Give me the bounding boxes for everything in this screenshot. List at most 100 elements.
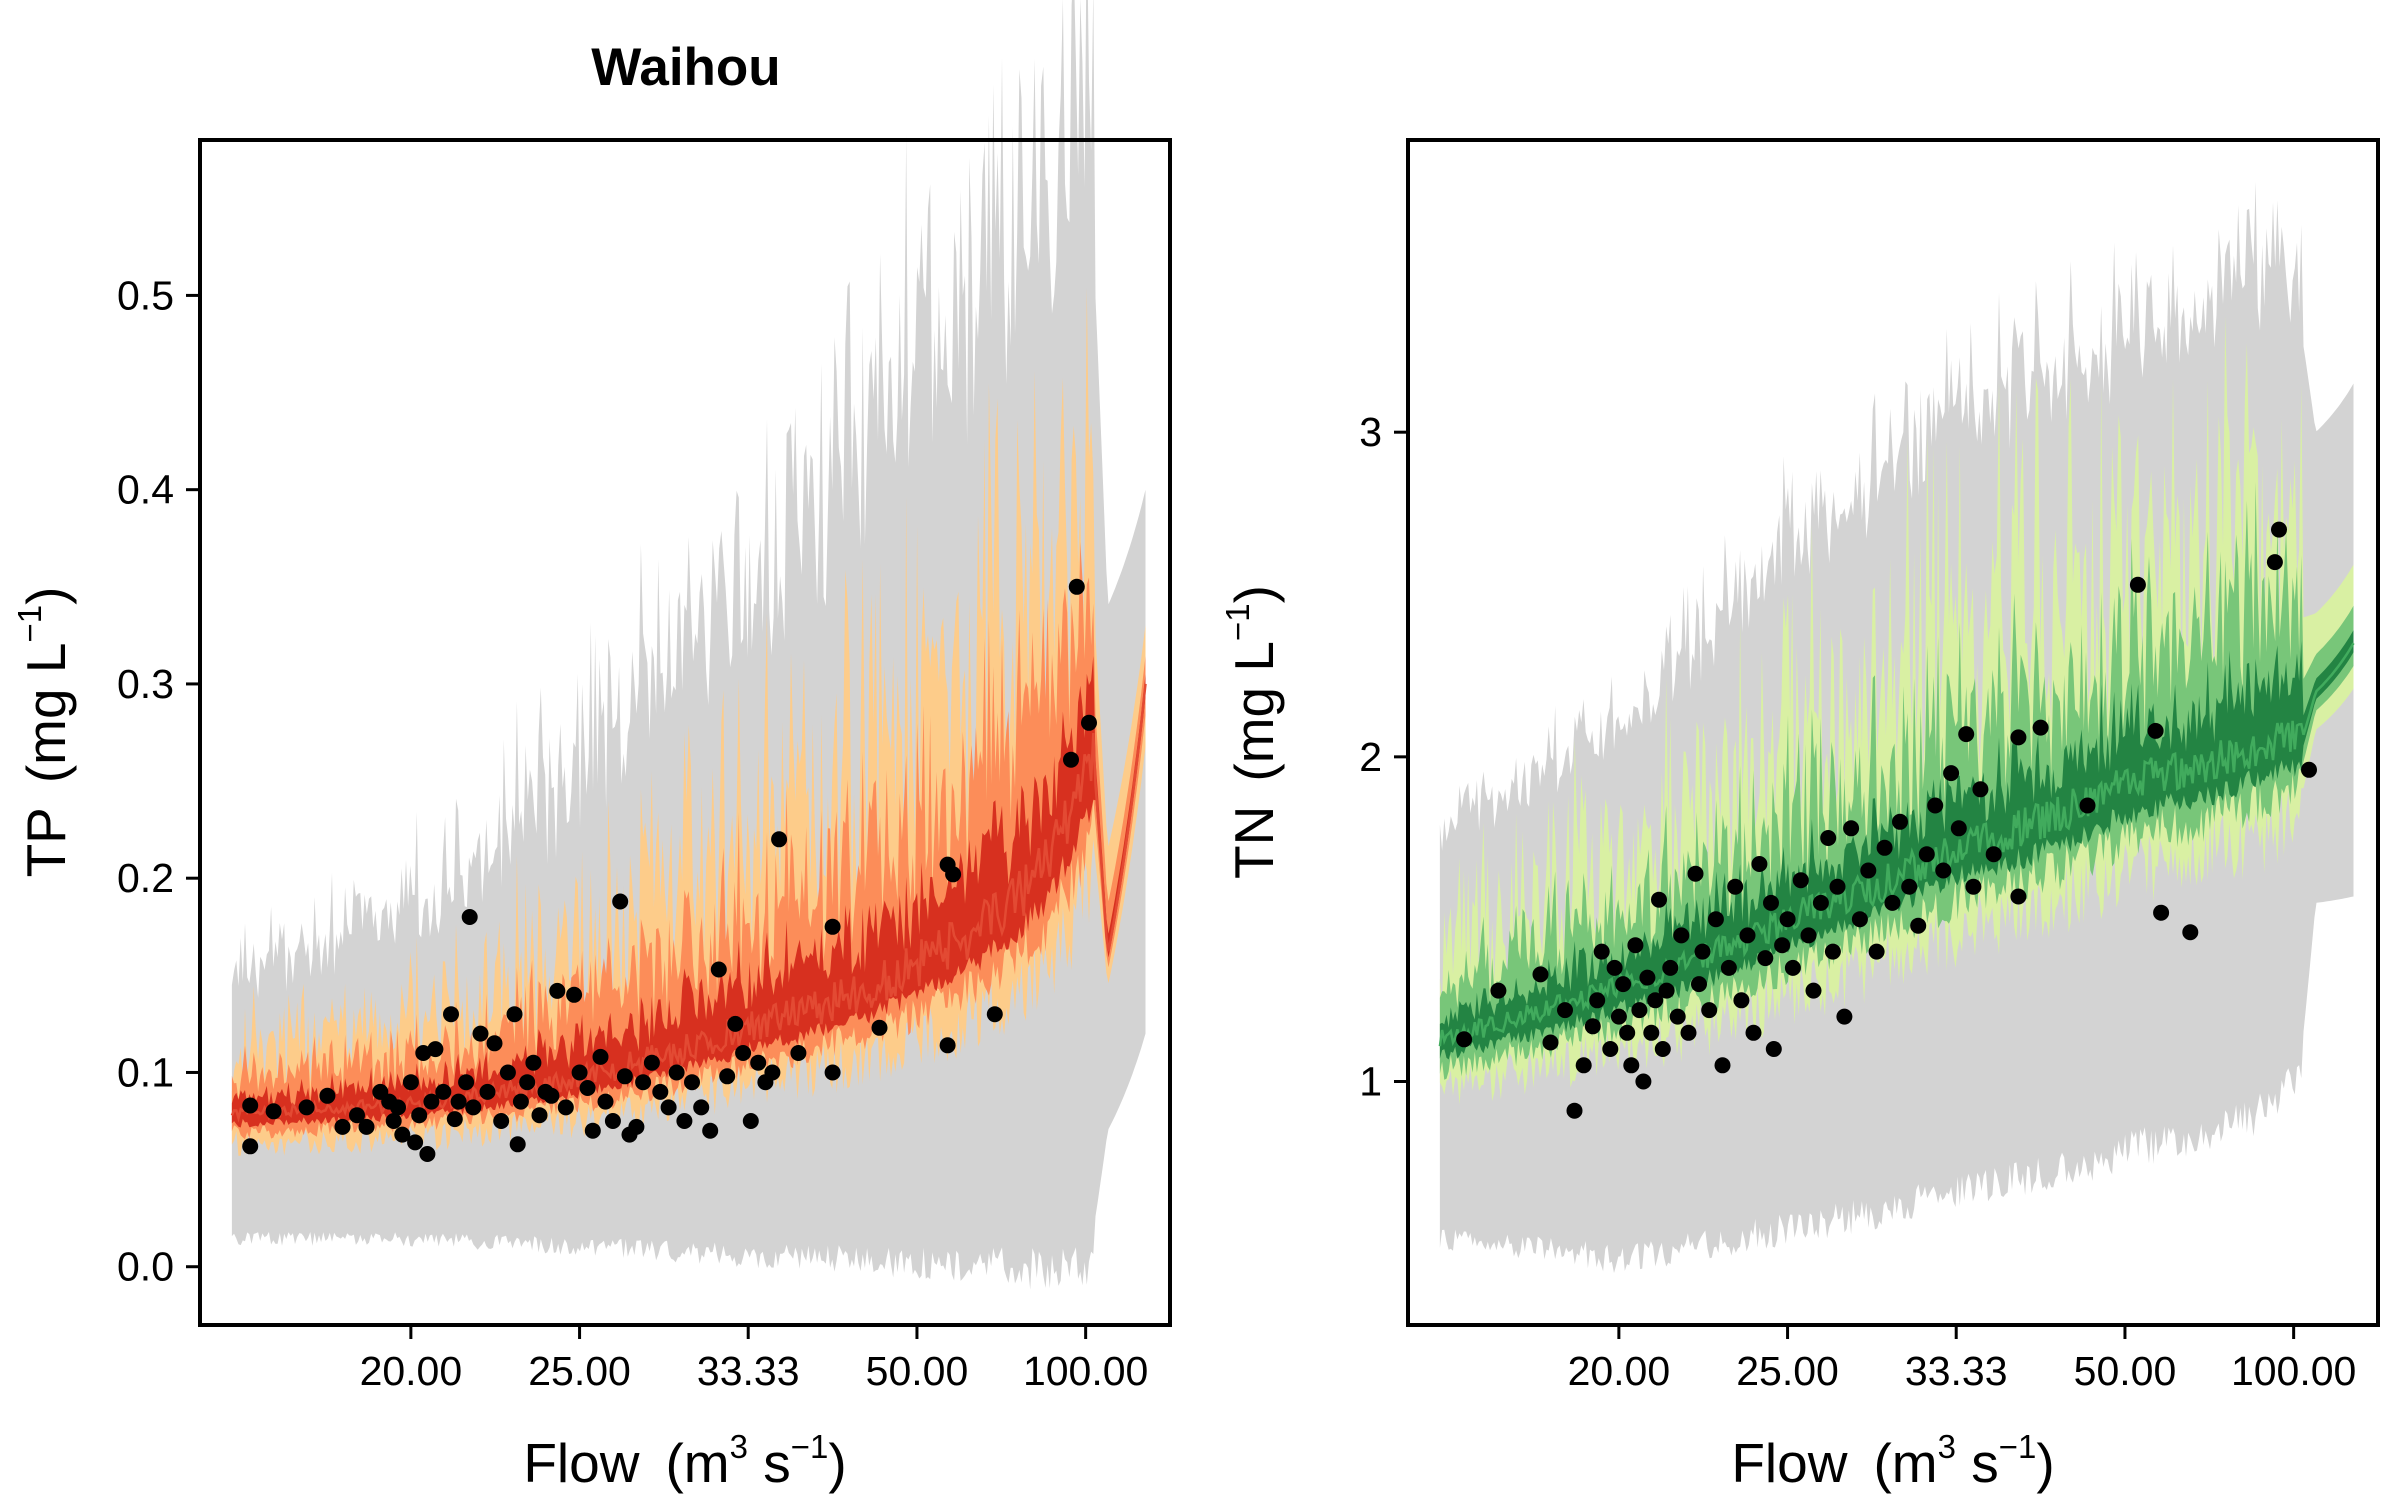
- chart-title: Waihou: [591, 38, 780, 97]
- tn-observation-point: [1876, 839, 1893, 856]
- tp-y-axis-title: TP(mg L−1): [11, 587, 77, 878]
- tn-observation-point: [1566, 1102, 1583, 1119]
- tn-observation-point: [2079, 797, 2096, 814]
- tp-observation-point: [549, 982, 566, 999]
- tp-observation-point: [635, 1074, 652, 1091]
- tp-observation-point: [597, 1093, 614, 1110]
- tp-observation-point: [750, 1054, 767, 1071]
- tn-observation-point: [1701, 1002, 1718, 1019]
- tn-observation-point: [1651, 891, 1667, 908]
- tp-observation-point: [411, 1107, 428, 1124]
- tp-observation-point: [435, 1083, 452, 1100]
- tp-observation-point: [242, 1138, 259, 1155]
- tn-observation-point: [2301, 761, 2317, 778]
- tp-y-axis: 0.0 0.1 0.2 0.3 0.4 0.5: [117, 272, 200, 1290]
- tn-y-axis: 1 2 3: [1359, 409, 1408, 1105]
- tn-observation-point: [1584, 1018, 1601, 1035]
- tp-x-tick-label: 33.33: [697, 1348, 800, 1394]
- tp-observation-point: [735, 1045, 752, 1061]
- tn-observation-point: [2153, 904, 2170, 921]
- tp-observation-point: [727, 1015, 744, 1032]
- tp-observation-point: [427, 1041, 444, 1058]
- tp-y-tick-label: 0.1: [117, 1049, 174, 1095]
- tp-observation-point: [394, 1126, 411, 1143]
- tn-observation-point: [1727, 878, 1744, 895]
- tp-observation-point: [557, 1099, 574, 1116]
- tn-observation-point: [1958, 726, 1975, 743]
- tn-observation-point: [1892, 813, 1908, 830]
- tn-x-tick-label: 100.00: [2231, 1348, 2356, 1394]
- tn-observation-point: [1779, 911, 1796, 928]
- tn-observation-point: [1610, 1008, 1627, 1025]
- tn-observation-point: [1985, 846, 2002, 863]
- tn-observation-point: [1593, 943, 1610, 960]
- tn-observation-point: [1720, 959, 1737, 976]
- tn-observation-point: [1763, 894, 1779, 911]
- tn-observation-point: [1972, 781, 1989, 798]
- tn-observation-point: [1647, 992, 1664, 1009]
- tp-observation-point: [465, 1099, 482, 1116]
- tp-observation-point: [385, 1113, 402, 1129]
- tn-observation-point: [2271, 521, 2287, 538]
- tp-observation-point: [493, 1113, 510, 1129]
- tp-observation-point: [298, 1099, 315, 1116]
- tp-observation-point: [499, 1064, 516, 1081]
- tn-observation-point: [1589, 992, 1606, 1009]
- tn-observation-point: [1490, 982, 1507, 999]
- tp-y-tick-label: 0.4: [117, 467, 174, 513]
- tn-observation-point: [1757, 950, 1774, 967]
- tn-median-line: [1438, 642, 2355, 1047]
- tn-observation-point: [1619, 1024, 1636, 1041]
- tp-observation-point: [242, 1097, 259, 1114]
- tp-observation-point: [668, 1064, 685, 1081]
- tp-observation-point: [423, 1093, 440, 1110]
- tn-observation-point: [1654, 1041, 1671, 1057]
- tn-y-axis-title: TN(mg L−1): [1219, 585, 1285, 879]
- tn-observation-point: [1631, 1002, 1648, 1019]
- tn-observation-point: [1918, 846, 1935, 863]
- tn-observation-point: [1658, 982, 1675, 999]
- tn-observation-point: [1950, 820, 1967, 837]
- tp-observation-point: [443, 1006, 459, 1023]
- tp-observation-point: [358, 1118, 375, 1135]
- tp-observation-point: [604, 1113, 621, 1129]
- tn-x-tick-label: 25.00: [1736, 1348, 1839, 1394]
- tn-observation-point: [1623, 1057, 1640, 1074]
- tp-observation-point: [702, 1122, 719, 1139]
- tn-x-tick-label: 33.33: [1905, 1348, 2008, 1394]
- tp-observation-point: [742, 1113, 759, 1129]
- tp-observation-point: [660, 1099, 677, 1116]
- tn-observation-point: [1532, 966, 1549, 983]
- tn-observation-point: [1843, 820, 1860, 837]
- tn-x-tick-label: 20.00: [1568, 1348, 1671, 1394]
- tp-observation-point: [764, 1064, 781, 1081]
- tn-observation-point: [1824, 943, 1841, 960]
- tp-observation-point: [390, 1099, 406, 1116]
- tn-panel: 20.00 25.00 33.33 50.00 100.00 1 2 3 Flow (m3 s…: [1219, 138, 2380, 1494]
- tp-observation-point: [446, 1111, 463, 1128]
- tn-observation-point: [1456, 1031, 1473, 1048]
- tp-y-tick-label: 0.0: [117, 1244, 174, 1290]
- tn-observation-point: [1615, 976, 1632, 993]
- tp-observation-point: [710, 961, 727, 978]
- tp-x-tick-label: 25.00: [528, 1348, 631, 1394]
- tn-observation-point: [1602, 1041, 1619, 1057]
- tn-x-tick-label: 50.00: [2074, 1348, 2177, 1394]
- tn-observation-point: [2010, 888, 2027, 905]
- tn-observation-point: [1860, 862, 1877, 879]
- tp-observation-point: [519, 1074, 536, 1091]
- tp-plot-area: [230, 0, 1147, 1290]
- tn-observation-point: [1765, 1041, 1782, 1057]
- tn-observation-point: [1662, 959, 1679, 976]
- tp-x-axis-title: Flow (m3 s−1): [523, 1428, 846, 1494]
- tp-observation-point: [676, 1113, 693, 1129]
- tn-observation-point: [1901, 878, 1918, 895]
- tp-x-tick-label: 50.00: [866, 1348, 969, 1394]
- tp-observation-point: [458, 1074, 475, 1091]
- tn-observation-point: [2266, 554, 2283, 571]
- tp-observation-point: [472, 1025, 489, 1042]
- tp-observation-point: [945, 866, 962, 883]
- tp-y-tick-label: 0.2: [117, 855, 174, 901]
- tn-observation-point: [1943, 765, 1960, 782]
